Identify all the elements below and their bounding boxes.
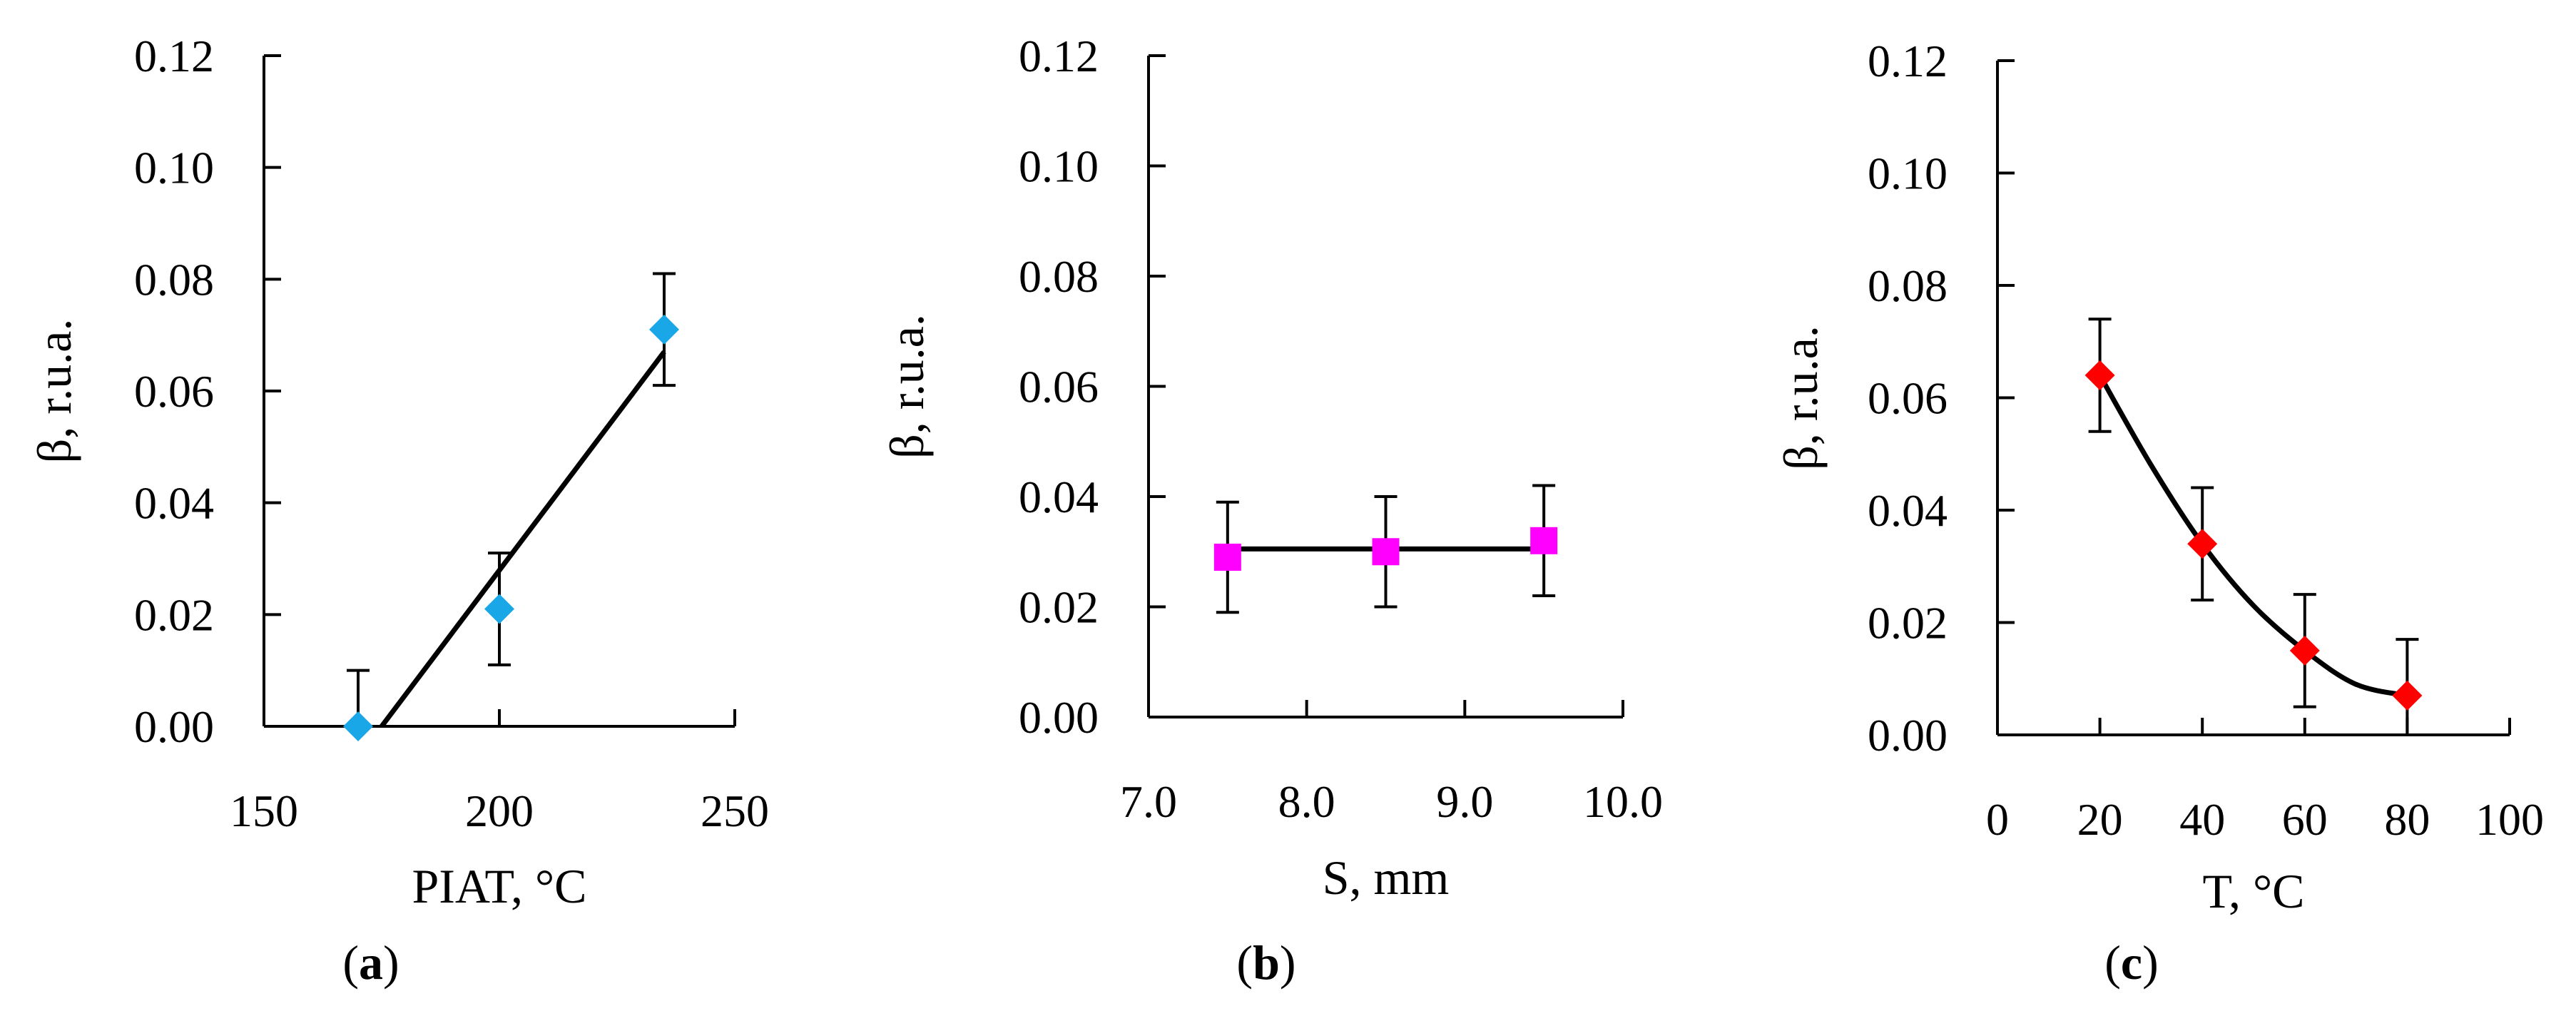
x-tick-label: 40	[2179, 794, 2225, 845]
y-tick-label: 0.10	[1019, 141, 1099, 192]
x-axis-title: T, °C	[2202, 864, 2304, 918]
x-tick-label: 20	[2077, 794, 2123, 845]
data-point	[1372, 538, 1400, 566]
y-axis-title: β, r.u.a.	[880, 314, 934, 459]
y-axis-title: β, r.u.a.	[1773, 325, 1828, 470]
y-tick-label: 0.06	[1868, 373, 1948, 424]
data-point	[1530, 527, 1558, 554]
x-tick-label: 250	[701, 786, 769, 836]
x-tick-label: 150	[230, 786, 298, 836]
x-tick-label: 100	[2475, 794, 2544, 845]
x-axis-title: S, mm	[1323, 850, 1450, 905]
y-tick-label: 0.04	[134, 478, 214, 529]
y-tick-label: 0.04	[1019, 472, 1099, 522]
x-tick-label: 9.0	[1436, 776, 1493, 827]
y-tick-label: 0.00	[1868, 710, 1948, 761]
y-tick-label: 0.12	[1019, 31, 1099, 81]
y-tick-label: 0.06	[1019, 362, 1099, 412]
panel-label: (c)	[2104, 935, 2159, 990]
x-tick-label: 200	[465, 786, 534, 836]
y-tick-label: 0.06	[134, 366, 214, 417]
chart-panel-c: 0.00 0.02 0.04 0.06 0.08 0.10 0.12 0 20 40 60 80 100…	[1773, 36, 2544, 990]
chart-panel-a: 0.00 0.02 0.04 0.06 0.08 0.10 0.12 150 200 250 PIA…	[27, 31, 769, 990]
fit-line	[2097, 374, 2408, 698]
panel-label: (b)	[1236, 935, 1295, 990]
data-point	[343, 711, 373, 741]
x-tick-label: 60	[2282, 794, 2328, 845]
y-tick-label: 0.10	[134, 143, 214, 193]
y-tick-label: 0.08	[134, 254, 214, 305]
x-tick-label: 7.0	[1120, 776, 1177, 827]
x-tick-label: 10.0	[1583, 776, 1663, 827]
x-tick-label: 0	[1986, 794, 2009, 845]
y-tick-label: 0.08	[1868, 260, 1948, 311]
y-tick-label: 0.12	[134, 31, 214, 81]
chart-panel-b: 0.00 0.02 0.04 0.06 0.08 0.10 0.12 7.0 8.0 9.0 10.…	[880, 31, 1663, 990]
y-tick-label: 0.02	[1868, 598, 1948, 649]
y-axis-title: β, r.u.a.	[27, 319, 81, 464]
data-point	[2289, 635, 2320, 666]
data-point	[649, 314, 679, 345]
panel-label: (a)	[342, 935, 399, 990]
y-tick-label: 0.04	[1868, 485, 1948, 536]
y-tick-label: 0.00	[1019, 692, 1099, 743]
y-tick-label: 0.00	[134, 701, 214, 752]
x-axis-title: PIAT, °C	[412, 859, 586, 913]
data-point	[2392, 680, 2423, 711]
x-tick-label: 80	[2384, 794, 2430, 845]
data-point	[2084, 360, 2115, 390]
y-tick-label: 0.08	[1019, 251, 1099, 302]
data-point	[484, 594, 514, 624]
y-tick-label: 0.02	[1019, 582, 1099, 633]
x-tick-label: 8.0	[1278, 776, 1335, 827]
y-tick-label: 0.12	[1868, 36, 1948, 86]
y-tick-label: 0.02	[134, 589, 214, 640]
data-point	[1213, 543, 1241, 571]
y-tick-label: 0.10	[1868, 148, 1948, 199]
fit-line	[380, 350, 666, 728]
data-point	[2187, 529, 2218, 559]
